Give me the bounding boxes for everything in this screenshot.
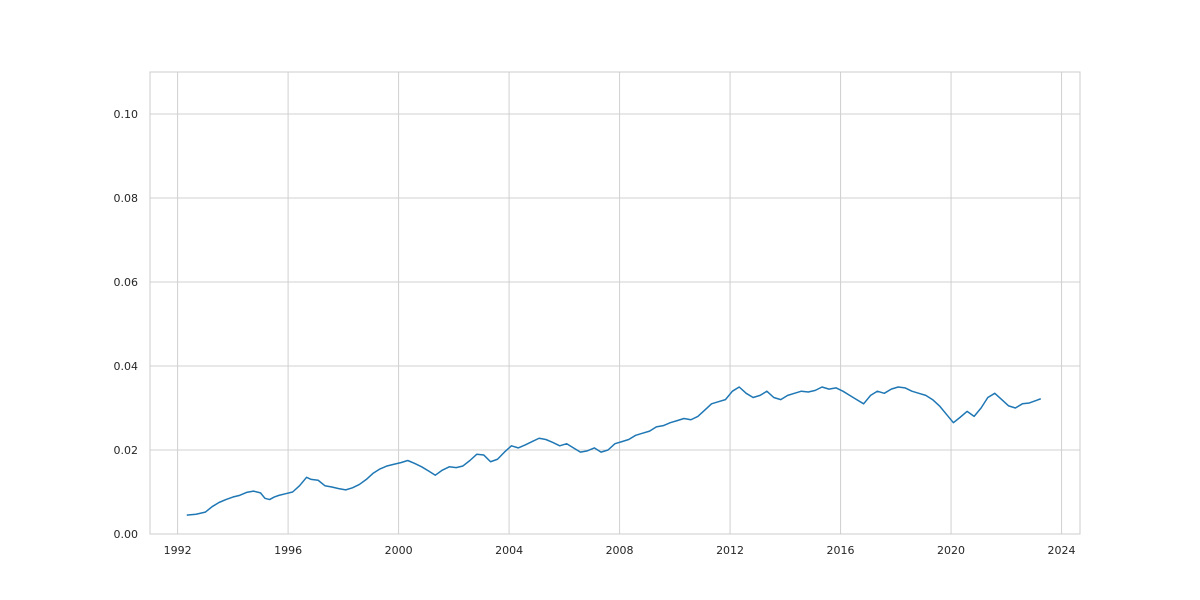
x-tick-label: 2000 — [385, 544, 413, 557]
y-tick-label: 0.06 — [114, 276, 139, 289]
y-tick-label: 0.08 — [114, 192, 139, 205]
x-tick-label: 2012 — [716, 544, 744, 557]
y-tick-label: 0.04 — [114, 360, 139, 373]
x-tick-labels: 1992 1996 2000 2004 2008 2012 2016 2020 2024 — [164, 544, 1076, 557]
y-tick-labels: 0.00 0.02 0.04 0.06 0.08 0.10 — [114, 108, 139, 541]
x-tick-label: 2008 — [606, 544, 634, 557]
series-layer — [186, 386, 1042, 516]
x-tick-label: 2016 — [827, 544, 855, 557]
series-line — [186, 386, 1042, 516]
y-tick-label: 0.00 — [114, 528, 139, 541]
y-tick-label: 0.02 — [114, 444, 139, 457]
x-tick-label: 2020 — [937, 544, 965, 557]
grid-lines — [150, 72, 1080, 535]
x-tick-label: 2024 — [1048, 544, 1076, 557]
x-tick-label: 1996 — [274, 544, 302, 557]
x-tick-label: 1992 — [164, 544, 192, 557]
y-tick-label: 0.10 — [114, 108, 139, 121]
x-tick-label: 2004 — [495, 544, 523, 557]
axes-frame — [149, 71, 1081, 535]
